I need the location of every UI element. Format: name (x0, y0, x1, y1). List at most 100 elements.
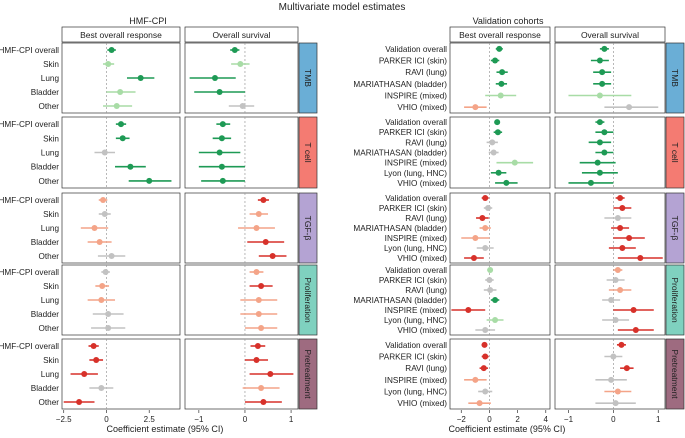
facet-frame (554, 42, 666, 114)
x-tick-label: 0 (487, 415, 492, 424)
point-estimate (253, 357, 260, 363)
row-label: Lung (41, 296, 60, 305)
x-tick-label: 2 (515, 415, 520, 424)
group-label: T cell (670, 142, 680, 162)
point-estimate (612, 400, 619, 407)
row-label: Skin (43, 210, 59, 219)
facet-frame (61, 338, 181, 410)
point-estimate (489, 139, 496, 146)
point-estimate (496, 45, 503, 52)
x-axis-title-left: Coefficient estimate (95% CI) (107, 424, 224, 434)
group-strip (665, 338, 685, 410)
row-label: RAVI (lung) (405, 364, 447, 373)
point-estimate (497, 92, 504, 99)
point-estimate (614, 388, 621, 395)
group-label: Proliferation (670, 277, 680, 323)
facet-frame (184, 264, 299, 336)
point-estimate (614, 215, 621, 221)
point-estimate (494, 129, 501, 136)
point-estimate (601, 129, 608, 136)
row-label: Validation overall (385, 266, 447, 275)
point-estimate (481, 341, 488, 348)
row-label: HMF-CPI overall (0, 342, 59, 351)
group-label: TGF-β (670, 216, 680, 241)
point-estimate (99, 283, 106, 289)
point-estimate (93, 357, 100, 363)
point-estimate (614, 267, 621, 273)
point-estimate (269, 253, 276, 259)
point-estimate (482, 225, 489, 231)
row-label: PARKER ICI (skin) (379, 128, 447, 137)
row-label: INSPIRE (mixed) (385, 376, 448, 385)
point-estimate (96, 239, 103, 245)
point-estimate (255, 211, 262, 217)
point-estimate (482, 388, 489, 395)
point-estimate (617, 287, 624, 293)
facet-frame (184, 116, 299, 189)
point-estimate (108, 253, 115, 259)
point-estimate (108, 47, 115, 53)
point-estimate (618, 341, 625, 348)
facet-frame (61, 42, 181, 114)
group-strip (665, 192, 685, 264)
point-estimate (498, 80, 505, 87)
row-label: Lyon (lung, HNC) (384, 244, 447, 253)
row-label: MARIATHASAN (bladder) (353, 149, 447, 158)
point-estimate (601, 149, 608, 156)
row-label: HMF-CPI overall (0, 196, 59, 205)
point-estimate (495, 169, 502, 176)
group-label: T cell (303, 142, 313, 162)
point-estimate (487, 287, 494, 293)
point-estimate (596, 169, 603, 176)
x-tick-label: 0 (104, 415, 109, 424)
point-estimate (254, 343, 261, 349)
group-strip (298, 116, 318, 189)
point-estimate (260, 399, 267, 405)
x-tick-label: −1 (564, 415, 574, 424)
x-tick-label: −2.5 (56, 415, 72, 424)
facet-strip (61, 26, 181, 43)
point-estimate (630, 307, 637, 313)
point-estimate (482, 353, 489, 360)
point-estimate (146, 177, 153, 184)
row-label: Skin (43, 134, 59, 143)
row-label: VHIO (mixed) (397, 179, 447, 188)
row-label: INSPIRE (mixed) (385, 92, 448, 101)
row-label: Bladder (31, 163, 59, 172)
point-estimate (492, 57, 499, 64)
facet-frame (449, 338, 551, 410)
row-label: PARKER ICI (skin) (379, 276, 447, 285)
point-estimate (626, 104, 633, 111)
row-label: Other (39, 177, 60, 186)
group-strip (665, 116, 685, 189)
point-estimate (472, 104, 479, 111)
point-estimate (81, 371, 88, 377)
row-label: RAVI (lung) (405, 214, 447, 223)
row-label: Lyon (lung, HNC) (384, 316, 447, 325)
point-estimate (211, 75, 218, 81)
facet-frame (61, 116, 181, 189)
row-label: Skin (43, 60, 59, 69)
point-estimate (632, 327, 639, 333)
facet-frame (184, 42, 299, 114)
point-estimate (258, 325, 265, 331)
point-estimate (479, 215, 486, 221)
x-tick-label: 2.5 (144, 415, 156, 424)
group-label: Proliferation (303, 277, 313, 323)
row-label: RAVI (lung) (405, 68, 447, 77)
group-label: TMB (303, 69, 313, 87)
point-estimate (594, 159, 601, 166)
point-estimate (98, 385, 105, 391)
group-strip (298, 264, 318, 336)
group-label: TGF-β (303, 216, 313, 241)
point-estimate (118, 121, 124, 128)
point-estimate (262, 239, 269, 245)
point-estimate (76, 399, 83, 405)
point-estimate (599, 80, 606, 87)
row-label: Bladder (31, 310, 59, 319)
x-tick-label: 1 (656, 415, 661, 424)
panel-title: HMF-CPI (129, 16, 167, 26)
point-estimate (98, 297, 105, 303)
group-strip (298, 338, 318, 410)
point-estimate (219, 121, 226, 128)
